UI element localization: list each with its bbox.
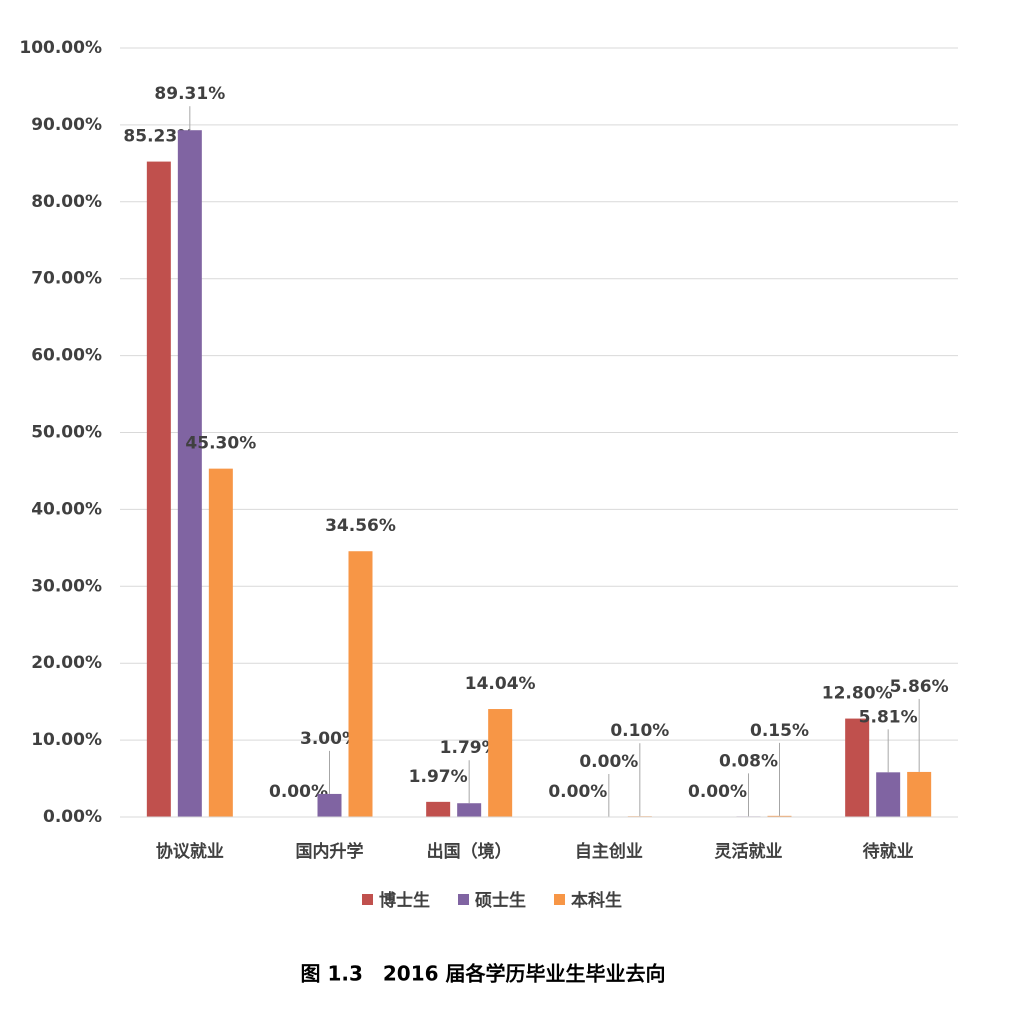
data-label: 0.00% (579, 752, 638, 772)
x-tick-label: 协议就业 (156, 841, 224, 862)
y-tick-label: 80.00% (31, 192, 102, 212)
data-label: 0.00% (269, 782, 328, 802)
data-label: 14.04% (465, 674, 536, 694)
y-tick-label: 10.00% (31, 730, 102, 750)
bar (876, 772, 901, 817)
bar (457, 803, 482, 817)
data-label: 1.97% (409, 767, 468, 787)
legend-label: 本科生 (571, 890, 622, 911)
legend-swatch (458, 894, 469, 905)
data-label: 45.30% (185, 434, 256, 454)
y-tick-label: 100.00% (19, 38, 102, 58)
x-tick-label: 出国（境） (427, 841, 512, 862)
y-tick-label: 20.00% (31, 653, 102, 673)
y-tick-label: 60.00% (31, 346, 102, 366)
bar (146, 161, 171, 817)
y-tick-label: 50.00% (31, 423, 102, 443)
x-tick-label: 国内升学 (296, 841, 364, 862)
data-label: 0.10% (610, 721, 669, 741)
data-label: 5.81% (859, 707, 918, 727)
bar (845, 718, 870, 817)
y-tick-label: 30.00% (31, 576, 102, 596)
legend-label: 博士生 (379, 890, 430, 911)
data-label: 1.79% (440, 738, 499, 758)
data-label: 12.80% (822, 684, 893, 704)
data-label: 3.00% (300, 729, 359, 749)
chart-title: 图 1.3 2016 届各学历毕业生毕业去向 (300, 962, 665, 986)
y-tick-label: 0.00% (43, 807, 102, 827)
x-tick-label: 自主创业 (575, 841, 643, 862)
y-tick-label: 70.00% (31, 269, 102, 289)
data-label: 0.00% (548, 782, 607, 802)
legend-swatch (554, 894, 565, 905)
data-label: 0.00% (688, 782, 747, 802)
data-label: 0.15% (750, 721, 809, 741)
bar (426, 801, 451, 817)
data-label: 89.31% (154, 84, 225, 104)
bar (177, 130, 202, 817)
bar (348, 551, 373, 817)
legend-swatch (362, 894, 373, 905)
data-label: 0.08% (719, 751, 778, 771)
y-tick-label: 40.00% (31, 499, 102, 519)
bar (488, 709, 513, 817)
x-tick-label: 灵活就业 (715, 841, 783, 862)
data-label: 85.23% (123, 127, 194, 147)
data-label: 34.56% (325, 516, 396, 536)
bar (907, 771, 932, 817)
x-tick-label: 待就业 (863, 841, 914, 862)
bar (208, 468, 233, 817)
legend-label: 硕士生 (475, 890, 526, 911)
data-label: 5.86% (890, 677, 949, 697)
bar (767, 815, 792, 817)
bar (317, 793, 342, 817)
y-tick-label: 90.00% (31, 115, 102, 135)
